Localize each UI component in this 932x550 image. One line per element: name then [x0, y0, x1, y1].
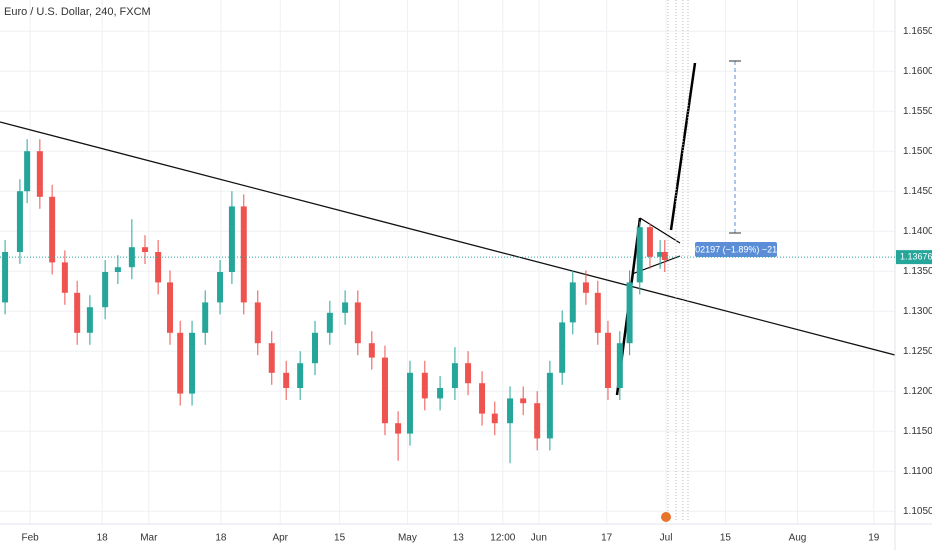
candle-body — [240, 206, 247, 303]
measure-label: −0.02197 (−1.89%) −219.7 — [682, 244, 789, 254]
candle-body — [283, 372, 290, 388]
x-tick-label: 13 — [453, 533, 465, 544]
chart-title: Euro / U.S. Dollar, 240, FXCM — [4, 6, 151, 18]
candle-body — [155, 252, 162, 283]
last-price-box — [896, 250, 932, 265]
candle-body — [86, 307, 93, 333]
x-tick-label: 17 — [601, 533, 613, 544]
candle-body — [254, 302, 261, 344]
candle-body — [406, 372, 413, 434]
x-tick-label: 12:00 — [490, 533, 515, 544]
candle-body — [326, 312, 333, 333]
candle-body — [381, 357, 388, 424]
candles — [2, 139, 668, 464]
triangle-top — [639, 217, 681, 244]
x-tick-label: Aug — [789, 533, 807, 544]
candle-body — [2, 252, 9, 303]
candle-body — [354, 302, 361, 344]
last-price-label: 1.13676 — [900, 251, 932, 261]
candle-body — [16, 191, 23, 252]
candle-body — [49, 196, 56, 263]
candle-body — [24, 151, 31, 192]
candle-body — [636, 227, 643, 283]
candle-body — [395, 423, 402, 434]
candle-body — [465, 363, 472, 384]
measure-box — [695, 242, 777, 257]
candle-body — [202, 302, 209, 333]
candle-body — [268, 343, 275, 373]
y-tick-label: 1.15000 — [903, 146, 932, 157]
candle-body — [74, 292, 81, 333]
x-tick-label: 18 — [97, 533, 109, 544]
candle-body — [559, 322, 566, 373]
x-tick-label: Jul — [660, 533, 673, 544]
y-tick-label: 1.13000 — [903, 306, 932, 317]
y-tick-label: 1.10500 — [903, 506, 932, 517]
candle-body — [657, 252, 664, 257]
candle-body — [520, 398, 527, 404]
candle-body — [102, 272, 109, 308]
y-tick-label: 1.12000 — [903, 386, 932, 397]
candle-body — [582, 282, 589, 293]
x-tick-label: 18 — [215, 533, 227, 544]
candle-body — [594, 292, 601, 333]
candle-body — [128, 247, 135, 268]
candle-body — [626, 282, 633, 344]
candle-body — [167, 282, 174, 333]
y-tick-label: 1.11500 — [903, 426, 932, 437]
y-tick-label: 1.11000 — [903, 466, 932, 477]
candle-body — [189, 332, 196, 394]
y-tick-label: 1.16000 — [903, 66, 932, 77]
candle-body — [646, 227, 653, 257]
event-icon — [661, 512, 671, 522]
x-tick-label: Jun — [531, 533, 547, 544]
candle-body — [36, 151, 43, 197]
candle-body — [61, 262, 68, 293]
x-tick-label: May — [398, 533, 417, 544]
candle-body — [141, 247, 148, 252]
y-tick-label: 1.14500 — [903, 186, 932, 197]
candle-body — [479, 383, 486, 414]
candle-body — [569, 282, 576, 323]
candle-body — [616, 343, 623, 388]
candle-body — [312, 332, 319, 364]
candle-body — [491, 413, 498, 424]
candle-body — [217, 272, 224, 303]
y-tick-label: 1.13500 — [903, 266, 932, 277]
candle-body — [437, 388, 444, 399]
x-tick-label: 15 — [720, 533, 732, 544]
candle-body — [342, 302, 349, 313]
projection — [669, 62, 697, 231]
candle-body — [546, 372, 553, 439]
candle-body — [228, 206, 235, 272]
candle-body — [421, 372, 428, 399]
x-tick-label: 15 — [334, 533, 346, 544]
candle-body — [661, 252, 668, 260]
y-tick-label: 1.14000 — [903, 226, 932, 237]
trend-line — [0, 121, 896, 356]
candle-body — [177, 332, 184, 394]
candle-body — [368, 343, 375, 358]
x-tick-label: 19 — [868, 533, 880, 544]
y-tick-label: 1.16500 — [903, 26, 932, 37]
candle-body — [297, 363, 304, 388]
candle-body — [507, 398, 514, 424]
candle-body — [604, 332, 611, 388]
x-tick-label: Feb — [21, 533, 39, 544]
candle-body — [114, 267, 121, 272]
x-tick-label: Apr — [272, 533, 288, 544]
x-tick-label: Mar — [140, 533, 158, 544]
candle-body — [534, 403, 541, 439]
candle-body — [451, 363, 458, 388]
y-tick-label: 1.12500 — [903, 346, 932, 357]
y-tick-label: 1.15500 — [903, 106, 932, 117]
